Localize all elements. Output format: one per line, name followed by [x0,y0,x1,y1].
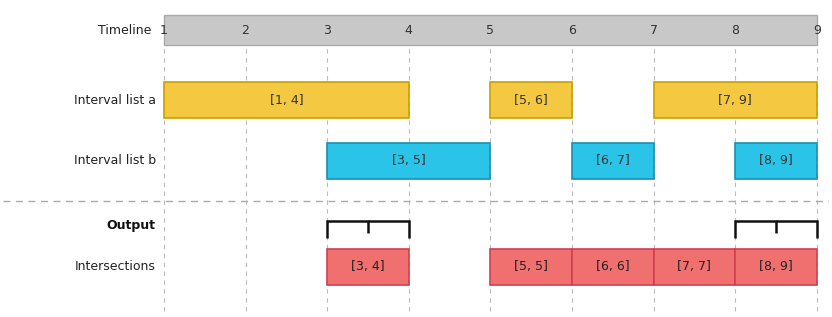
FancyBboxPatch shape [490,249,572,285]
FancyBboxPatch shape [490,82,572,118]
FancyBboxPatch shape [327,143,490,179]
Text: [6, 7]: [6, 7] [596,154,630,167]
Text: Interval list b: Interval list b [73,154,156,167]
Text: 3: 3 [323,23,331,36]
FancyBboxPatch shape [654,249,735,285]
FancyBboxPatch shape [735,249,817,285]
FancyBboxPatch shape [164,82,409,118]
Text: [3, 4]: [3, 4] [351,260,384,273]
Text: [3, 5]: [3, 5] [392,154,426,167]
Text: [1, 4]: [1, 4] [270,94,303,107]
Text: 5: 5 [487,23,494,36]
FancyBboxPatch shape [164,15,817,45]
Text: 2: 2 [241,23,250,36]
Text: 6: 6 [568,23,576,36]
Text: [6, 6]: [6, 6] [596,260,630,273]
FancyBboxPatch shape [327,249,409,285]
FancyBboxPatch shape [654,82,817,118]
Text: [8, 9]: [8, 9] [759,260,793,273]
Text: Intersections: Intersections [75,260,156,273]
Text: 4: 4 [405,23,413,36]
Text: Interval list a: Interval list a [74,94,156,107]
Text: [5, 6]: [5, 6] [514,94,548,107]
Text: Timeline: Timeline [98,23,151,36]
FancyBboxPatch shape [572,143,654,179]
Text: [8, 9]: [8, 9] [759,154,793,167]
Text: [5, 5]: [5, 5] [514,260,548,273]
Text: 9: 9 [813,23,820,36]
Text: Output: Output [106,219,156,232]
Text: 1: 1 [160,23,168,36]
FancyBboxPatch shape [735,143,817,179]
Text: 7: 7 [650,23,657,36]
Text: [7, 9]: [7, 9] [718,94,752,107]
Text: [7, 7]: [7, 7] [677,260,711,273]
FancyBboxPatch shape [572,249,654,285]
Text: 8: 8 [731,23,739,36]
